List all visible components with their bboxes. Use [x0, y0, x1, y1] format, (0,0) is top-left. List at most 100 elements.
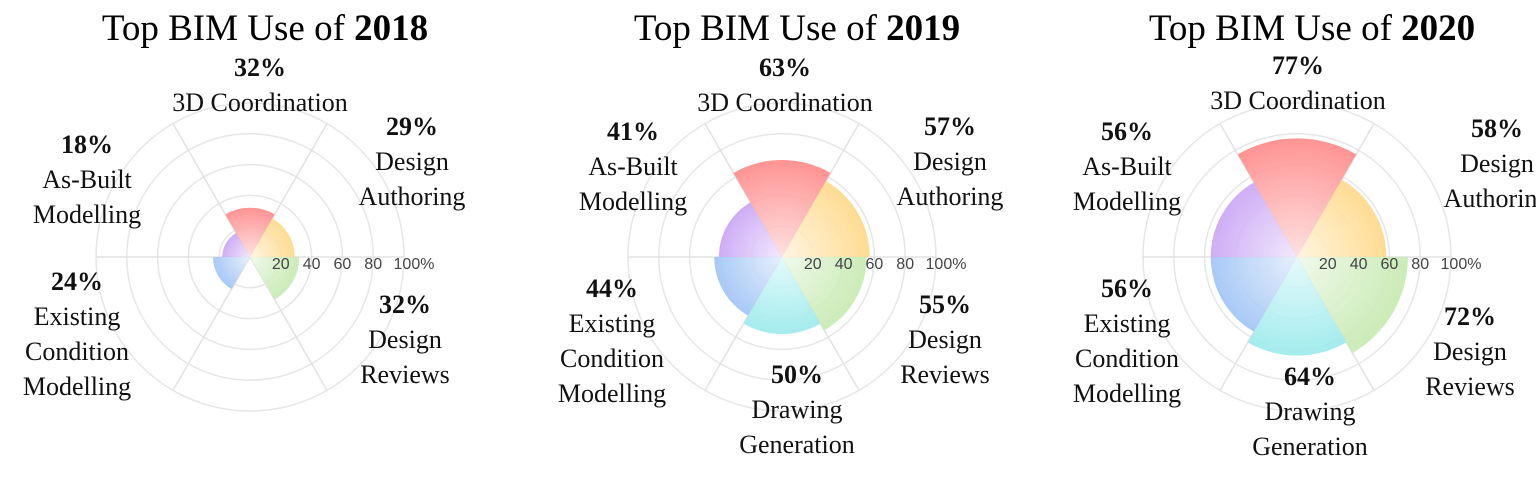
value-label: 64%	[1284, 362, 1336, 391]
sector	[250, 218, 295, 257]
category-name: Design	[1433, 337, 1507, 366]
r-tick-label: 40	[303, 256, 321, 273]
category-label: 57% Design Authoring	[897, 112, 1004, 211]
r-tick-label: 20	[272, 256, 290, 273]
category-name: As-Built	[42, 165, 132, 194]
category-label: 18% As-Built Modelling	[33, 130, 141, 229]
category-label: 55% Design Reviews	[900, 290, 990, 389]
category-label: 29% Design Authoring	[359, 112, 466, 211]
category-name: 3D Coordination	[697, 88, 873, 117]
category-label: 77% 3D Coordination	[1210, 51, 1386, 115]
category-name: Drawing	[1265, 397, 1356, 426]
category-label: 24% Existing Condition Modelling	[23, 267, 131, 401]
value-label: 72%	[1444, 302, 1496, 331]
sector	[1297, 257, 1408, 354]
category-name: Modelling	[579, 187, 687, 216]
r-tick-label: 40	[835, 256, 853, 273]
category-name: Authoring	[359, 182, 466, 211]
category-name: As-Built	[588, 152, 678, 181]
category-name: Design	[368, 325, 442, 354]
value-label: 57%	[924, 112, 976, 141]
r-tick-label: 100%	[926, 256, 967, 273]
category-name: Design	[913, 147, 987, 176]
r-tick-label: 80	[1411, 256, 1429, 273]
chart-2019: Top BIM Use of 2019 20 40 60 80 100% 63% 3D Coo…	[558, 8, 1004, 459]
value-label: 18%	[61, 130, 113, 159]
category-name: Existing	[1084, 309, 1171, 338]
sector	[733, 159, 831, 257]
category-name: Design	[1460, 149, 1534, 178]
category-name: Reviews	[900, 360, 990, 389]
category-name: Modelling	[558, 379, 666, 408]
r-tick-label: 80	[896, 256, 914, 273]
title-prefix: Top BIM Use of	[634, 8, 886, 49]
category-label: 32% Design Reviews	[360, 290, 450, 389]
value-label: 29%	[386, 112, 438, 141]
r-tick-label: 60	[334, 256, 352, 273]
r-tick-label: 20	[1319, 256, 1337, 273]
category-name: Modelling	[1073, 187, 1181, 216]
chart-2018: Top BIM Use of 2018 20 40 60 80 100% 32% 3D Coo…	[23, 8, 466, 412]
r-tick-label: 60	[866, 256, 884, 273]
category-name: Condition	[560, 344, 664, 373]
category-name: 3D Coordination	[172, 88, 348, 117]
r-tick-label: 20	[804, 256, 822, 273]
sector	[718, 202, 782, 257]
category-label: 44% Existing Condition Modelling	[558, 274, 666, 408]
category-label: 32% 3D Coordination	[172, 53, 348, 117]
category-name: As-Built	[1082, 152, 1172, 181]
chart-2020: Top BIM Use of 2020 20 40 60 80 100% 77%3D Coo…	[1073, 8, 1536, 461]
category-label: 56% Existing Condition Modelling	[1073, 274, 1181, 408]
sector	[222, 232, 250, 257]
value-label: 41%	[607, 117, 659, 146]
value-label: 56%	[1101, 274, 1153, 303]
value-label: 24%	[51, 267, 103, 296]
chart-title: Top BIM Use of 2018	[102, 8, 428, 49]
sector	[1210, 257, 1297, 332]
category-name: Authoring	[1444, 184, 1536, 213]
title-year: 2018	[354, 8, 428, 49]
value-label: 58%	[1471, 114, 1523, 143]
category-label: 56% As-Built Modelling	[1073, 117, 1181, 216]
sector	[714, 257, 782, 316]
category-name: Condition	[25, 337, 129, 366]
category-name: Reviews	[360, 360, 450, 389]
chart-title: Top BIM Use of 2019	[634, 8, 960, 49]
category-label: 41% As-Built Modelling	[579, 117, 687, 216]
sector	[782, 180, 870, 257]
r-tick-label: 80	[364, 256, 382, 273]
sector	[1237, 138, 1357, 257]
r-tick-label: 100%	[1441, 256, 1482, 273]
category-name: Generation	[1252, 432, 1368, 461]
sector	[782, 257, 867, 331]
value-label: 63%	[759, 53, 811, 82]
value-label: 56%	[1101, 117, 1153, 146]
value-label: 55%	[919, 290, 971, 319]
category-name: Existing	[569, 309, 656, 338]
value-label: 44%	[586, 274, 638, 303]
chart-title: Top BIM Use of 2020	[1149, 8, 1475, 49]
value-label: 50%	[771, 360, 823, 389]
category-label: 58% Design Authoring	[1444, 114, 1536, 213]
grid-spoke	[172, 256, 251, 391]
title-year: 2020	[1401, 8, 1475, 49]
category-name: Drawing	[752, 395, 843, 424]
r-tick-label: 40	[1350, 256, 1368, 273]
category-name: Design	[375, 147, 449, 176]
value-label: 32%	[379, 290, 431, 319]
category-label: 72% Design Reviews	[1425, 302, 1515, 401]
category-name: Condition	[1075, 344, 1179, 373]
sector	[1297, 179, 1387, 257]
category-name: Modelling	[33, 200, 141, 229]
category-name: Generation	[739, 430, 855, 459]
sector	[213, 257, 250, 290]
category-name: Modelling	[1073, 379, 1181, 408]
value-label: 32%	[234, 53, 286, 82]
title-prefix: Top BIM Use of	[102, 8, 354, 49]
sector	[743, 257, 821, 334]
r-tick-label: 60	[1381, 256, 1399, 273]
category-label: 64% Drawing Generation	[1252, 362, 1368, 461]
title-year: 2019	[886, 8, 960, 49]
category-name: Authoring	[897, 182, 1004, 211]
category-name: Reviews	[1425, 372, 1515, 401]
